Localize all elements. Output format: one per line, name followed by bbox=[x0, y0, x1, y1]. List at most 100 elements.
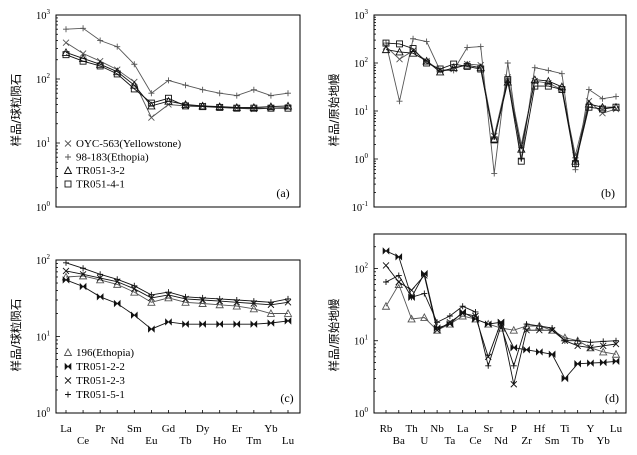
series-3 bbox=[61, 47, 293, 111]
data-point bbox=[611, 349, 621, 358]
plot-frame bbox=[373, 233, 627, 414]
data-point bbox=[112, 279, 122, 288]
data-point bbox=[96, 293, 104, 301]
data-point bbox=[80, 265, 87, 272]
data-point bbox=[96, 274, 104, 282]
data-point bbox=[382, 39, 390, 47]
y-axis-label: 样品/球粒陨石 bbox=[9, 299, 23, 372]
data-point bbox=[395, 278, 403, 286]
x-tick-label: Rb bbox=[380, 423, 393, 435]
data-point bbox=[148, 325, 155, 333]
x-tick-label: Sm bbox=[545, 435, 560, 447]
y-axis-label: 样品/原始地幔 bbox=[327, 73, 341, 146]
data-point bbox=[434, 319, 441, 326]
data-point bbox=[612, 340, 620, 348]
series-line bbox=[65, 27, 289, 97]
y-tick-label: 100 bbox=[354, 406, 369, 420]
x-tick-label: Sm bbox=[127, 423, 142, 435]
data-point bbox=[407, 314, 416, 323]
data-point bbox=[477, 65, 485, 73]
data-point bbox=[396, 55, 403, 63]
legend-item: TR051-3-2 bbox=[63, 165, 125, 177]
series-line bbox=[385, 38, 617, 174]
data-point bbox=[383, 278, 389, 285]
data-point bbox=[536, 322, 543, 329]
data-point bbox=[612, 357, 620, 365]
x-tick-label: Lu bbox=[610, 423, 623, 435]
series-4 bbox=[63, 259, 291, 306]
data-point bbox=[612, 103, 620, 111]
y-tick-label: 102 bbox=[354, 261, 369, 275]
data-point bbox=[233, 92, 240, 99]
data-point bbox=[517, 157, 525, 165]
legend-label: TR051-4-1 bbox=[76, 179, 125, 191]
data-point bbox=[574, 337, 581, 344]
data-point bbox=[587, 344, 594, 352]
x-tick-label: Ba bbox=[393, 435, 405, 447]
x-tick-label: Yb bbox=[264, 423, 278, 435]
data-point bbox=[112, 67, 122, 76]
data-point bbox=[472, 308, 479, 315]
data-point bbox=[199, 103, 207, 111]
data-point bbox=[182, 320, 189, 328]
data-point bbox=[598, 102, 607, 111]
data-point bbox=[382, 262, 390, 269]
legend-marker bbox=[64, 362, 72, 371]
data-point bbox=[421, 272, 428, 279]
data-point bbox=[600, 338, 607, 345]
data-point bbox=[544, 82, 552, 90]
x-tick-label: Tb bbox=[179, 435, 192, 447]
chart-panel-b: 样品/原始地幔 10-1 100 101 102 103 (b) bbox=[327, 8, 627, 214]
data-point bbox=[113, 299, 121, 308]
series-group bbox=[61, 25, 293, 121]
data-point bbox=[199, 320, 206, 328]
data-point bbox=[421, 290, 428, 297]
data-point bbox=[572, 166, 579, 173]
series-line bbox=[65, 270, 289, 306]
x-tick-label: Hf bbox=[534, 423, 546, 435]
data-point bbox=[216, 295, 223, 302]
legend-marker bbox=[65, 391, 71, 398]
data-point bbox=[489, 134, 499, 143]
y-ticks: 100 101 102 103 bbox=[36, 8, 60, 214]
data-point bbox=[587, 359, 594, 367]
legend: OYC-563(Yellowstone)98-183(Ethopia)TR051… bbox=[63, 138, 182, 191]
data-point bbox=[62, 51, 70, 59]
data-point bbox=[114, 276, 121, 283]
y-tick-label: 103 bbox=[36, 8, 51, 22]
data-point bbox=[249, 102, 259, 111]
data-point bbox=[458, 311, 467, 320]
data-point bbox=[216, 103, 224, 111]
y-tick-label: 101 bbox=[354, 334, 369, 348]
data-point bbox=[409, 45, 417, 53]
x-tick-label: Ta bbox=[444, 435, 455, 447]
data-point bbox=[504, 60, 511, 66]
data-point bbox=[571, 160, 579, 168]
x-tick-label: La bbox=[60, 423, 72, 435]
legend-marker bbox=[65, 154, 71, 160]
data-point bbox=[79, 270, 87, 278]
legend: 196(Ethopia) TR051-2-2 TR051-2-3 TR051-5-1 bbox=[63, 347, 134, 401]
data-point bbox=[423, 38, 430, 45]
data-point bbox=[148, 90, 155, 97]
x-tick-label: Sr bbox=[483, 423, 493, 435]
data-point bbox=[395, 47, 404, 56]
data-point bbox=[382, 247, 390, 255]
data-point bbox=[250, 104, 258, 112]
legend-label: 196(Ethopia) bbox=[76, 347, 134, 359]
panel-label: (c) bbox=[280, 391, 293, 405]
y-tick-label: 102 bbox=[36, 72, 51, 86]
series-group bbox=[61, 259, 293, 333]
x-tick-label: U bbox=[420, 435, 428, 447]
series-1 bbox=[382, 43, 620, 159]
data-point bbox=[199, 86, 206, 93]
data-point bbox=[97, 37, 104, 44]
data-point bbox=[266, 102, 276, 111]
data-point bbox=[147, 101, 156, 110]
x-tick-label: P bbox=[511, 423, 517, 435]
data-point bbox=[599, 95, 606, 102]
data-point bbox=[284, 298, 292, 306]
data-point bbox=[233, 104, 241, 112]
